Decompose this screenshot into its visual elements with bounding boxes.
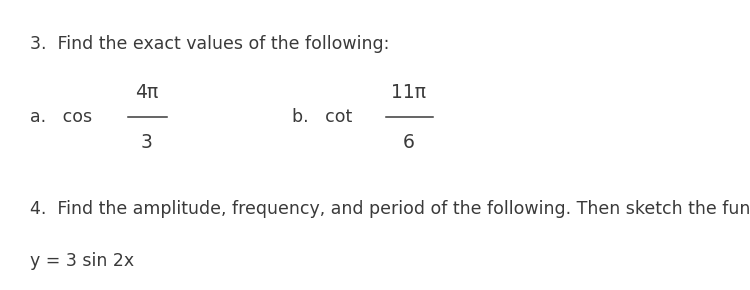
Text: 6: 6 xyxy=(403,133,415,152)
Text: y = 3 sin 2x: y = 3 sin 2x xyxy=(30,252,134,270)
Text: 3.  Find the exact values of the following:: 3. Find the exact values of the followin… xyxy=(30,35,389,53)
Text: a.   cos: a. cos xyxy=(30,108,92,126)
Text: b.   cot: b. cot xyxy=(292,108,352,126)
Text: 4.  Find the amplitude, frequency, and period of the following. Then sketch the : 4. Find the amplitude, frequency, and pe… xyxy=(30,200,750,218)
Text: 4π: 4π xyxy=(135,83,158,102)
Text: 3: 3 xyxy=(140,133,152,152)
Text: 11π: 11π xyxy=(392,83,426,102)
